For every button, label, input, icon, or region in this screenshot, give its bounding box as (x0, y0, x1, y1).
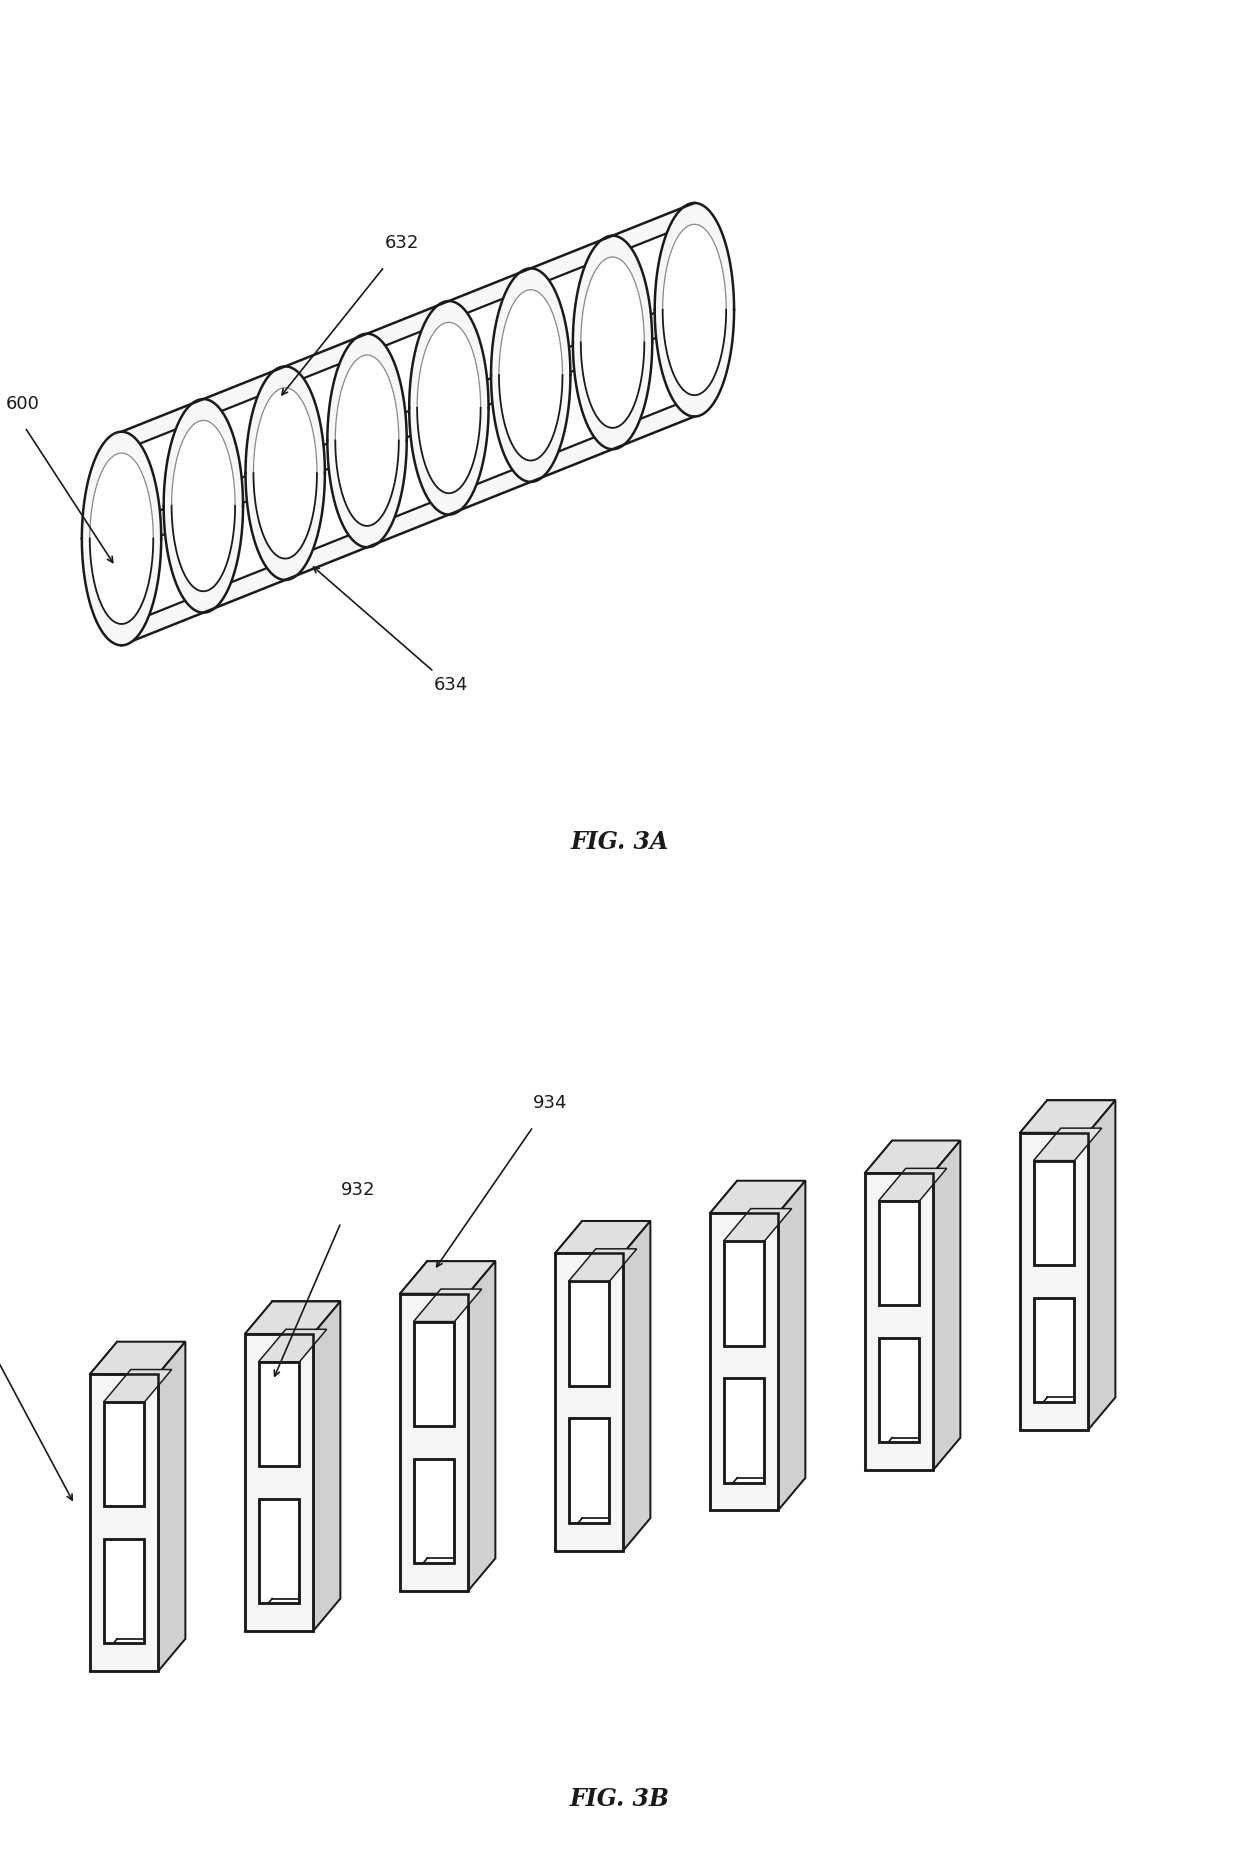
Ellipse shape (253, 388, 317, 559)
Polygon shape (624, 1222, 651, 1551)
Ellipse shape (662, 225, 727, 396)
Text: 632: 632 (384, 234, 419, 253)
Text: 932: 932 (341, 1181, 376, 1198)
Polygon shape (459, 292, 521, 392)
Polygon shape (1019, 1099, 1116, 1133)
Ellipse shape (498, 290, 563, 461)
Polygon shape (259, 1330, 327, 1361)
Ellipse shape (327, 334, 407, 548)
Polygon shape (878, 1168, 947, 1201)
Polygon shape (934, 1140, 961, 1471)
Text: 600: 600 (6, 394, 40, 412)
Polygon shape (213, 490, 275, 589)
Polygon shape (622, 327, 684, 425)
Polygon shape (399, 1261, 496, 1294)
PathPatch shape (556, 1253, 624, 1551)
Polygon shape (414, 1289, 481, 1322)
Polygon shape (469, 1261, 496, 1591)
PathPatch shape (866, 1174, 934, 1471)
Ellipse shape (655, 202, 734, 416)
Ellipse shape (89, 453, 154, 624)
Text: 634: 634 (434, 676, 469, 695)
PathPatch shape (709, 1213, 779, 1510)
Ellipse shape (164, 399, 243, 613)
Ellipse shape (335, 355, 399, 526)
Polygon shape (541, 358, 603, 459)
Ellipse shape (491, 269, 570, 481)
Polygon shape (724, 1209, 791, 1240)
Polygon shape (91, 1341, 186, 1374)
PathPatch shape (1019, 1133, 1089, 1430)
Ellipse shape (246, 366, 325, 579)
Ellipse shape (580, 256, 645, 427)
Polygon shape (1089, 1099, 1116, 1430)
Polygon shape (159, 1341, 186, 1671)
Ellipse shape (573, 236, 652, 449)
Ellipse shape (409, 301, 489, 514)
PathPatch shape (91, 1374, 159, 1671)
Polygon shape (213, 390, 275, 488)
Polygon shape (569, 1248, 637, 1281)
Polygon shape (377, 325, 439, 423)
Text: 934: 934 (533, 1094, 568, 1112)
Ellipse shape (417, 323, 481, 494)
Text: FIG. 3B: FIG. 3B (570, 1786, 670, 1811)
Polygon shape (866, 1140, 961, 1174)
Polygon shape (377, 425, 439, 524)
Polygon shape (709, 1181, 806, 1213)
Polygon shape (122, 202, 694, 644)
Polygon shape (541, 258, 603, 358)
PathPatch shape (399, 1294, 469, 1591)
Polygon shape (131, 522, 193, 622)
PathPatch shape (246, 1333, 312, 1630)
Ellipse shape (171, 420, 236, 591)
Polygon shape (779, 1181, 806, 1510)
Polygon shape (459, 392, 521, 492)
Polygon shape (103, 1370, 171, 1402)
Polygon shape (131, 422, 193, 522)
Polygon shape (556, 1222, 651, 1253)
Polygon shape (295, 457, 357, 557)
Polygon shape (246, 1302, 340, 1333)
Polygon shape (622, 227, 684, 325)
Ellipse shape (82, 433, 161, 644)
Polygon shape (1034, 1127, 1102, 1161)
Polygon shape (312, 1302, 340, 1630)
Text: FIG. 3A: FIG. 3A (570, 830, 670, 854)
Polygon shape (295, 357, 357, 457)
